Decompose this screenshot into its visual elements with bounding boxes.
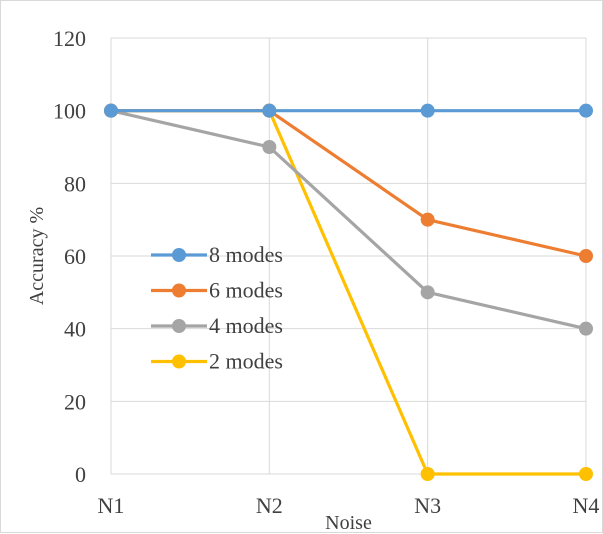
legend-marker <box>172 283 186 298</box>
x-tick-label: N1 <box>98 493 125 518</box>
legend-marker <box>172 319 186 333</box>
y-axis-ticks: 0 20 40 60 80 100 120 <box>53 26 86 487</box>
y-tick-label: 60 <box>64 244 86 269</box>
legend-entry: 2 modes <box>151 349 283 374</box>
x-tick-label: N4 <box>573 493 600 518</box>
series-line <box>110 109 587 331</box>
x-axis-ticks: N1 N2 N3 N4 <box>98 493 600 518</box>
data-point <box>262 140 277 154</box>
x-tick-label: N2 <box>256 493 283 518</box>
legend-entry: 8 modes <box>151 242 283 267</box>
y-tick-label: 80 <box>64 171 86 196</box>
y-tick-label: 120 <box>53 26 86 51</box>
series-4-modes <box>104 103 593 336</box>
data-point <box>420 103 435 118</box>
legend-label: 8 modes <box>209 242 283 267</box>
y-tick-label: 0 <box>75 462 86 487</box>
series-lines <box>104 103 593 481</box>
y-tick-label: 40 <box>64 317 86 342</box>
x-tick-label: N3 <box>414 493 441 518</box>
x-axis-title: Noise <box>325 512 372 534</box>
legend-marker <box>172 354 186 369</box>
data-point <box>262 103 277 118</box>
legend-entry: 4 modes <box>151 313 283 338</box>
data-point <box>579 103 593 118</box>
data-point <box>420 467 435 481</box>
y-tick-label: 20 <box>64 389 86 414</box>
data-point <box>579 467 593 481</box>
data-point <box>420 212 435 227</box>
legend-entry: 6 modes <box>151 278 283 303</box>
data-point <box>579 249 593 263</box>
data-point <box>420 285 435 300</box>
legend-label: 6 modes <box>209 278 283 303</box>
legend-marker <box>172 248 186 262</box>
data-point <box>579 321 593 336</box>
series-8-modes <box>104 103 593 118</box>
legend-label: 4 modes <box>209 313 283 338</box>
legend-label: 2 modes <box>209 349 283 374</box>
legend: 8 modes 6 modes 4 modes 2 modes <box>151 242 283 374</box>
y-axis-title: Accuracy % <box>26 207 48 305</box>
data-point <box>104 103 118 118</box>
y-tick-label: 100 <box>53 99 86 124</box>
